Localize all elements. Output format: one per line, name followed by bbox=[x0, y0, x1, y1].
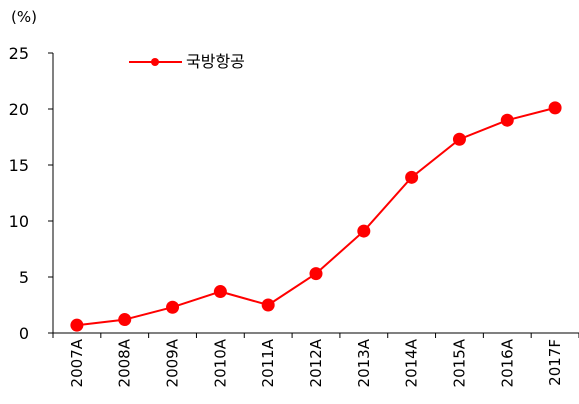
y-tick-label: 10 bbox=[9, 212, 29, 231]
data-point bbox=[548, 101, 562, 115]
data-point bbox=[309, 267, 323, 281]
data-point bbox=[213, 285, 227, 299]
x-axis-ticks: 2007A 2008A 2009A 2010A 2011A 2012A 2013A 2014A… bbox=[52, 333, 579, 387]
series-line bbox=[76, 106, 556, 327]
data-point bbox=[166, 300, 180, 314]
data-point bbox=[261, 298, 275, 312]
x-tick-label: 2008A bbox=[116, 338, 134, 387]
data-point bbox=[70, 318, 84, 332]
data-point bbox=[405, 170, 419, 184]
y-axis-ticks: 0 5 10 15 20 25 bbox=[9, 44, 53, 343]
legend: 국방항공 bbox=[129, 52, 245, 71]
x-tick-label: 2010A bbox=[211, 338, 229, 387]
x-tick-label: 2011A bbox=[259, 338, 277, 387]
y-tick-label: 25 bbox=[9, 44, 29, 63]
x-tick-label: 2007A bbox=[68, 338, 86, 387]
data-point bbox=[500, 113, 514, 127]
y-unit-label: (%) bbox=[11, 8, 37, 26]
x-tick-label: 2015A bbox=[450, 338, 468, 387]
legend-label: 국방항공 bbox=[186, 52, 245, 71]
data-point bbox=[357, 224, 371, 238]
y-tick-label: 0 bbox=[19, 324, 29, 343]
series-layer bbox=[70, 101, 562, 332]
x-tick-label: 2013A bbox=[355, 338, 373, 387]
data-point bbox=[118, 313, 132, 327]
x-tick-label: 2014A bbox=[403, 338, 421, 387]
x-tick-label: 2012A bbox=[307, 338, 325, 387]
x-tick-label: 2009A bbox=[164, 338, 182, 387]
x-tick-label: 2017F bbox=[546, 339, 564, 386]
y-tick-label: 15 bbox=[9, 156, 29, 175]
data-point bbox=[452, 132, 466, 146]
y-tick-label: 5 bbox=[19, 268, 29, 287]
x-tick-label: 2016A bbox=[498, 338, 516, 387]
legend-marker-swatch bbox=[151, 58, 159, 66]
y-tick-label: 20 bbox=[9, 100, 29, 119]
axes bbox=[52, 53, 579, 334]
